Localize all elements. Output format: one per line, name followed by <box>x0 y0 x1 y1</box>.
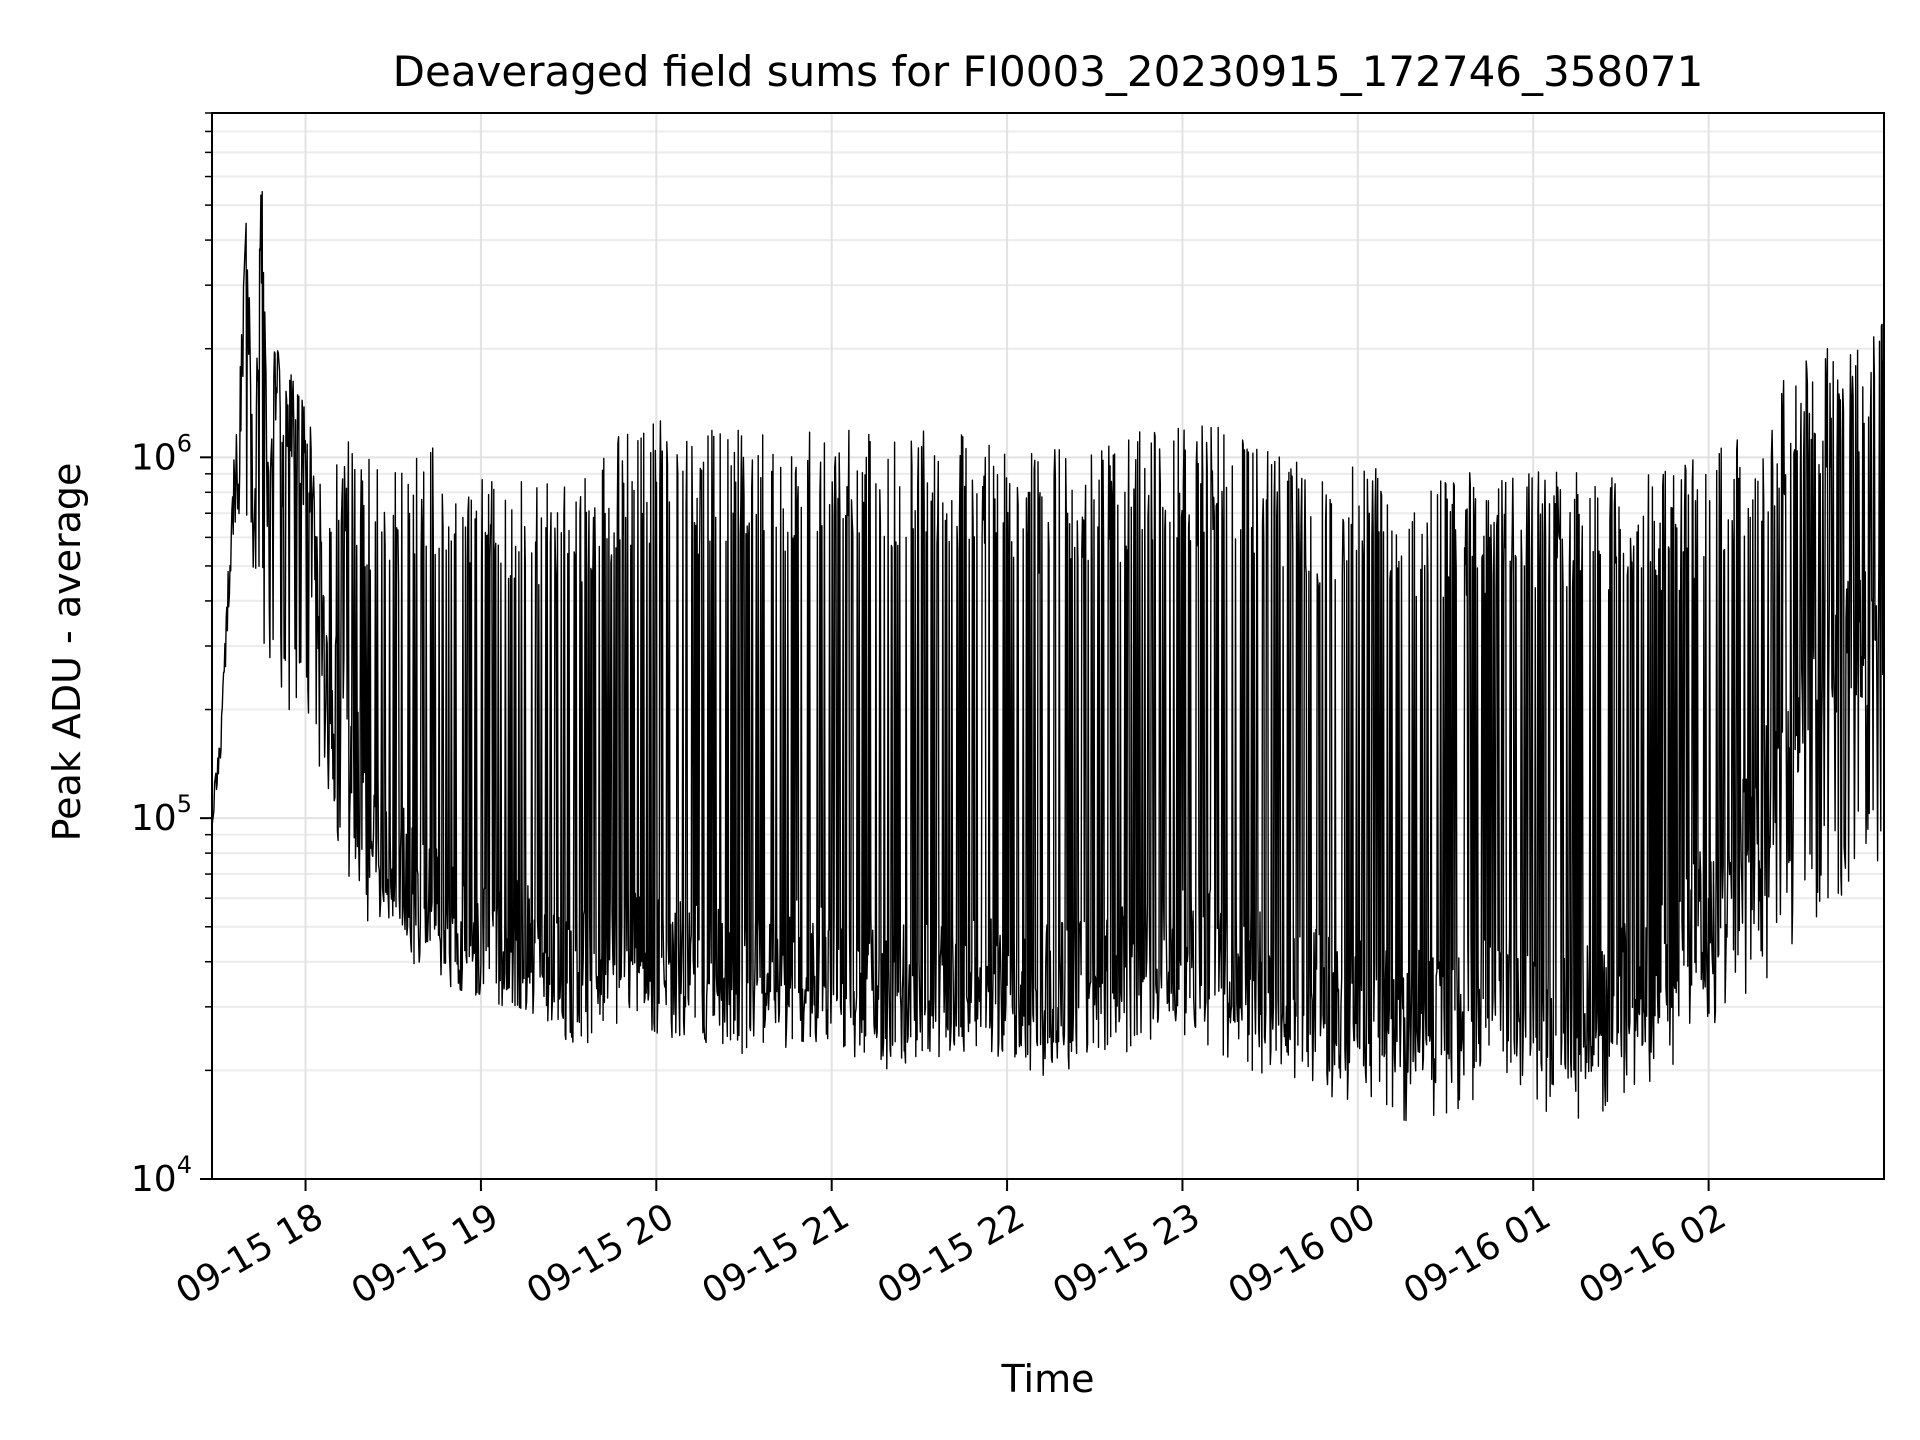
y-tick-label: 104 <box>131 1151 192 1200</box>
y-axis-label: Peak ADU - average <box>45 463 89 842</box>
data-line <box>211 191 1885 1122</box>
data-series <box>211 191 1885 1122</box>
y-tick-base: 10 <box>131 1159 177 1200</box>
y-tick-base: 10 <box>131 798 177 839</box>
chart-title: Deaveraged field sums for FI0003_2023091… <box>393 47 1704 96</box>
y-tick-label: 106 <box>131 429 192 478</box>
y-tick-exponent: 4 <box>177 1151 192 1179</box>
y-tick-label: 105 <box>131 790 192 839</box>
y-tick-base: 10 <box>131 437 177 478</box>
y-tick-exponent: 6 <box>177 429 192 457</box>
x-axis-label: Time <box>1001 1357 1095 1401</box>
y-tick-exponent: 5 <box>177 790 192 818</box>
